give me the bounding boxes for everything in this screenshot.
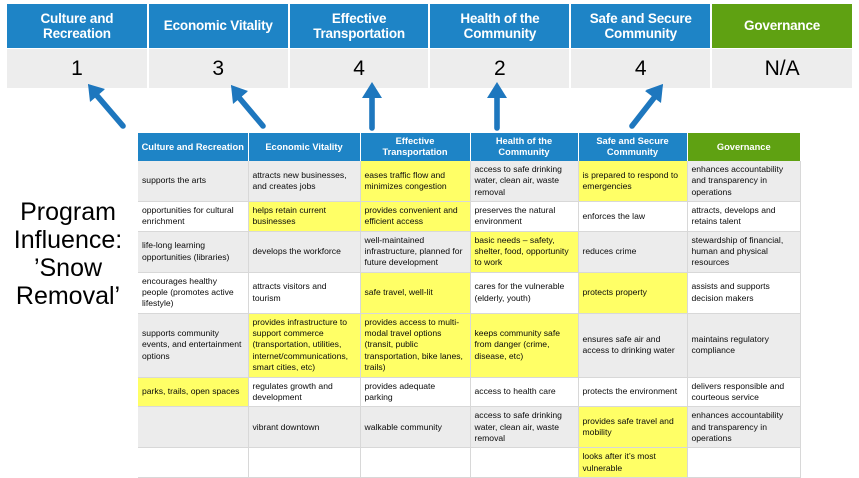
matrix-row: encourages healthy people (promotes acti…: [138, 272, 801, 314]
matrix-cell[interactable]: enhances accountability and transparency…: [687, 161, 801, 203]
matrix-cell[interactable]: access to health care: [470, 377, 579, 408]
program-influence-label-line2: Influence:: [13, 226, 123, 254]
matrix-row: looks after it’s most vulnerable: [138, 447, 801, 478]
arrow-group: [88, 82, 663, 131]
matrix-cell[interactable]: is prepared to respond to emergencies: [578, 161, 688, 203]
matrix-cell[interactable]: encourages healthy people (promotes acti…: [138, 272, 249, 314]
matrix-cell[interactable]: looks after it’s most vulnerable: [578, 447, 688, 478]
matrix-body: supports the arts attracts new businesses…: [138, 161, 801, 478]
scorecard-header-safe-and-secure-community[interactable]: Safe and Secure Community: [570, 4, 713, 49]
matrix-cell[interactable]: develops the workforce: [248, 231, 361, 273]
matrix-cell[interactable]: attracts visitors and tourism: [248, 272, 361, 314]
matrix-cell[interactable]: vibrant downtown: [248, 406, 361, 449]
program-influence-label-line3: ’Snow: [33, 254, 103, 282]
matrix-cell[interactable]: provides access to multi-modal travel op…: [360, 313, 471, 378]
matrix-cell[interactable]: attracts, develops and retains talent: [687, 201, 801, 232]
matrix-cell[interactable]: access to safe drinking water, clean air…: [470, 406, 579, 449]
scorecard-score-row: 1 3 4 2 4 N/A: [7, 48, 852, 88]
program-influence-label-line1: Program: [20, 198, 116, 226]
scorecard-header-governance[interactable]: Governance: [711, 4, 852, 49]
matrix-cell[interactable]: opportunities for cultural enrichment: [138, 201, 249, 232]
matrix-table: Culture and Recreation Economic Vitality…: [138, 133, 801, 478]
matrix-header-safe-and-secure-community[interactable]: Safe and Secure Community: [578, 133, 688, 161]
matrix-cell[interactable]: keeps community safe from danger (crime,…: [470, 313, 579, 378]
program-influence-label: Program Influence: ’Snow Removal’: [4, 198, 132, 310]
matrix-cell-empty: [248, 447, 361, 478]
matrix-cell[interactable]: cares for the vulnerable (elderly, youth…: [470, 272, 579, 314]
program-influence-label-line4: Removal’: [15, 282, 121, 310]
matrix-row: vibrant downtown walkable community access…: [138, 406, 801, 449]
matrix-row: opportunities for cultural enrichment hel…: [138, 201, 801, 232]
scorecard-table: Culture and Recreation Economic Vitality…: [7, 4, 852, 88]
score-culture-and-recreation: 1: [7, 48, 149, 88]
matrix-row: life-long learning opportunities (librar…: [138, 231, 801, 273]
matrix-cell-empty: [138, 406, 249, 449]
scorecard-header-health-of-the-community[interactable]: Health of the Community: [429, 4, 572, 49]
arrow-economic-vitality: [231, 85, 266, 129]
matrix-cell[interactable]: preserves the natural environment: [470, 201, 579, 232]
matrix-cell[interactable]: access to safe drinking water, clean air…: [470, 161, 579, 203]
matrix-cell[interactable]: ensures safe air and access to drinking …: [578, 313, 688, 378]
matrix-cell[interactable]: basic needs – safety, shelter, food, opp…: [470, 231, 579, 273]
matrix-cell-empty: [470, 447, 579, 478]
score-safe-and-secure-community: 4: [570, 48, 713, 88]
scorecard-header-culture-and-recreation[interactable]: Culture and Recreation: [7, 4, 149, 49]
matrix-row: parks, trails, open spaces regulates grow…: [138, 377, 801, 408]
matrix-cell[interactable]: helps retain current businesses: [248, 201, 361, 232]
matrix-cell[interactable]: provides adequate parking: [360, 377, 471, 408]
matrix-header-row: Culture and Recreation Economic Vitality…: [138, 133, 800, 161]
matrix-cell[interactable]: safe travel, well-lit: [360, 272, 471, 314]
matrix-header-health-of-the-community[interactable]: Health of the Community: [470, 133, 579, 161]
matrix-cell[interactable]: well-maintained infrastructure, planned …: [360, 231, 471, 273]
matrix-cell[interactable]: enhances accountability and transparency…: [687, 406, 801, 449]
matrix-cell[interactable]: walkable community: [360, 406, 471, 449]
matrix-header-culture-and-recreation[interactable]: Culture and Recreation: [138, 133, 249, 161]
matrix-row: supports community events, and entertain…: [138, 313, 801, 378]
matrix-cell[interactable]: protects the environment: [578, 377, 688, 408]
matrix-cell[interactable]: supports the arts: [138, 161, 249, 203]
matrix-cell[interactable]: stewardship of financial, human and phys…: [687, 231, 801, 273]
matrix-cell-empty: [138, 447, 249, 478]
matrix-cell[interactable]: maintains regulatory compliance: [687, 313, 801, 378]
matrix-cell[interactable]: assists and supports decision makers: [687, 272, 801, 314]
scorecard-header-row: Culture and Recreation Economic Vitality…: [7, 4, 852, 49]
matrix-cell[interactable]: reduces crime: [578, 231, 688, 273]
arrow-effective-transportation: [362, 82, 382, 131]
matrix-cell[interactable]: regulates growth and development: [248, 377, 361, 408]
matrix-cell[interactable]: life-long learning opportunities (librar…: [138, 231, 249, 273]
score-health-of-the-community: 2: [429, 48, 572, 88]
scorecard-header-effective-transportation[interactable]: Effective Transportation: [288, 4, 431, 49]
matrix-cell[interactable]: provides infrastructure to support comme…: [248, 313, 361, 378]
program-influence-matrix: Culture and Recreation Economic Vitality…: [138, 133, 801, 478]
matrix-row: supports the arts attracts new businesses…: [138, 161, 801, 203]
scorecard-header-economic-vitality[interactable]: Economic Vitality: [147, 4, 290, 49]
score-effective-transportation: 4: [288, 48, 431, 88]
matrix-header-governance[interactable]: Governance: [687, 133, 800, 161]
matrix-cell-empty: [360, 447, 471, 478]
matrix-header-economic-vitality[interactable]: Economic Vitality: [248, 133, 361, 161]
arrow-health-of-the-community: [487, 82, 507, 131]
score-governance: N/A: [711, 48, 852, 88]
score-economic-vitality: 3: [147, 48, 290, 88]
matrix-cell[interactable]: supports community events, and entertain…: [138, 313, 249, 378]
matrix-cell[interactable]: enforces the law: [578, 201, 688, 232]
matrix-cell[interactable]: delivers responsible and courteous servi…: [687, 377, 801, 408]
matrix-cell[interactable]: protects property: [578, 272, 688, 314]
scorecard-summary-table: Culture and Recreation Economic Vitality…: [7, 4, 852, 88]
matrix-cell-empty: [687, 447, 801, 478]
matrix-cell[interactable]: attracts new businesses, and creates job…: [248, 161, 361, 203]
matrix-cell[interactable]: eases traffic flow and minimizes congest…: [360, 161, 471, 203]
matrix-header-effective-transportation[interactable]: Effective Transportation: [360, 133, 471, 161]
matrix-cell[interactable]: provides convenient and efficient access: [360, 201, 471, 232]
matrix-cell[interactable]: provides safe travel and mobility: [578, 406, 688, 449]
matrix-cell[interactable]: parks, trails, open spaces: [138, 377, 249, 408]
arrow-culture-and-recreation: [88, 84, 126, 129]
arrow-safe-and-secure-community: [629, 84, 663, 129]
